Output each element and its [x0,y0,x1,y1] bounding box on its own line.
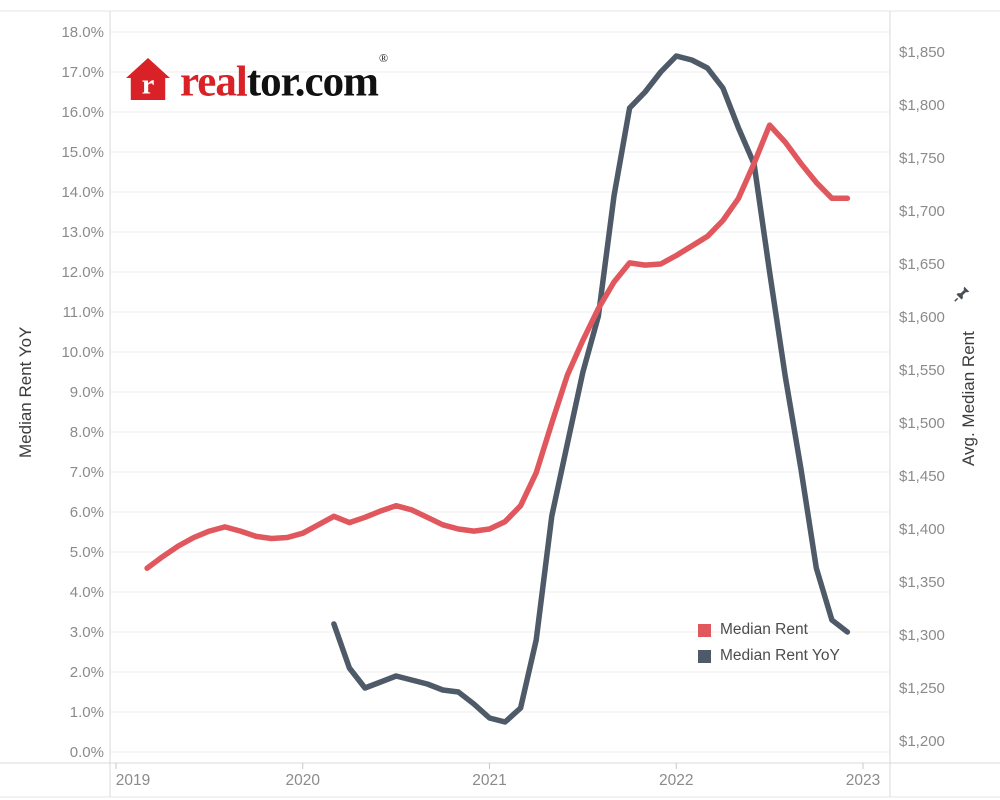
x-axis-tick-label: 2019 [116,772,150,789]
pin-icon[interactable] [954,286,970,302]
house-letter: r [142,69,155,101]
median-rent-yoy-line[interactable] [331,53,851,725]
legend-item-median-rent[interactable]: Median Rent [698,617,840,643]
left-axis-tick-label: 7.0% [70,464,104,481]
left-axis-tick-label: 11.0% [63,304,104,321]
right-axis-tick-label: $1,650 [899,256,945,273]
brand-wordmark: realtor.com® [180,51,389,106]
brand-real: real [180,58,248,106]
x-axis-tick-label: 2021 [472,772,506,789]
median-rent-line[interactable] [144,122,851,571]
right-axis-tick-label: $1,550 [899,362,945,379]
left-axis-tick-label: 2.0% [70,664,104,681]
left-axis-tick-label: 18.0% [61,24,104,41]
left-axis-tick-label: 4.0% [70,584,104,601]
left-axis-tick-label: 13.0% [61,224,104,241]
legend-label-median-rent-yoy: Median Rent YoY [720,647,840,664]
legend-item-median-rent-yoy[interactable]: Median Rent YoY [698,643,840,669]
left-axis-tick-label: 0.0% [70,744,104,761]
legend-label-median-rent: Median Rent [720,621,808,638]
right-axis-tick-label: $1,300 [899,627,945,644]
left-axis-tick-label: 10.0% [61,344,104,361]
right-axis-tick-label: $1,800 [899,97,945,114]
right-axis-tick-label: $1,750 [899,150,945,167]
right-axis-tick-label: $1,450 [899,468,945,485]
left-axis-title: Median Rent YoY [16,326,35,458]
legend: Median Rent Median Rent YoY [698,617,840,669]
left-axis-tick-label: 1.0% [70,704,104,721]
right-axis-tick-label: $1,500 [899,415,945,432]
right-axis-tick-label: $1,400 [899,521,945,538]
registered-mark: ® [378,51,389,65]
right-axis-tick-label: $1,700 [899,203,945,220]
x-axis-tick-label: 2022 [659,772,693,789]
right-axis-tick-label: $1,350 [899,574,945,591]
left-axis-tick-label: 5.0% [70,544,104,561]
left-axis-tick-label: 6.0% [70,504,104,521]
left-axis-tick-label: 16.0% [61,104,104,121]
brand-torcom: tor.com [246,58,379,106]
left-axis-tick-label: 12.0% [61,264,104,281]
right-axis-tick-label: $1,850 [899,44,945,61]
left-axis-tick-label: 9.0% [70,384,104,401]
right-axis-tick-label: $1,250 [899,680,945,697]
left-axis-tick-label: 3.0% [70,624,104,641]
x-axis-tick-label: 2020 [286,772,321,789]
left-axis-tick-label: 8.0% [70,424,104,441]
x-axis-tick-label: 2023 [846,772,880,789]
right-axis-tick-label: $1,600 [899,309,945,326]
right-axis-tick-label: $1,200 [899,733,945,750]
realtor-house-icon: r [126,58,170,101]
left-axis-tick-label: 17.0% [61,64,104,81]
left-axis-tick-label: 14.0% [61,184,104,201]
legend-swatch-median-rent [698,623,711,637]
right-axis-title: Avg. Median Rent [959,331,978,466]
realtor-logo: r realtor.com® [125,51,389,106]
legend-swatch-median-rent-yoy [698,649,711,663]
left-axis-tick-label: 15.0% [61,144,104,161]
